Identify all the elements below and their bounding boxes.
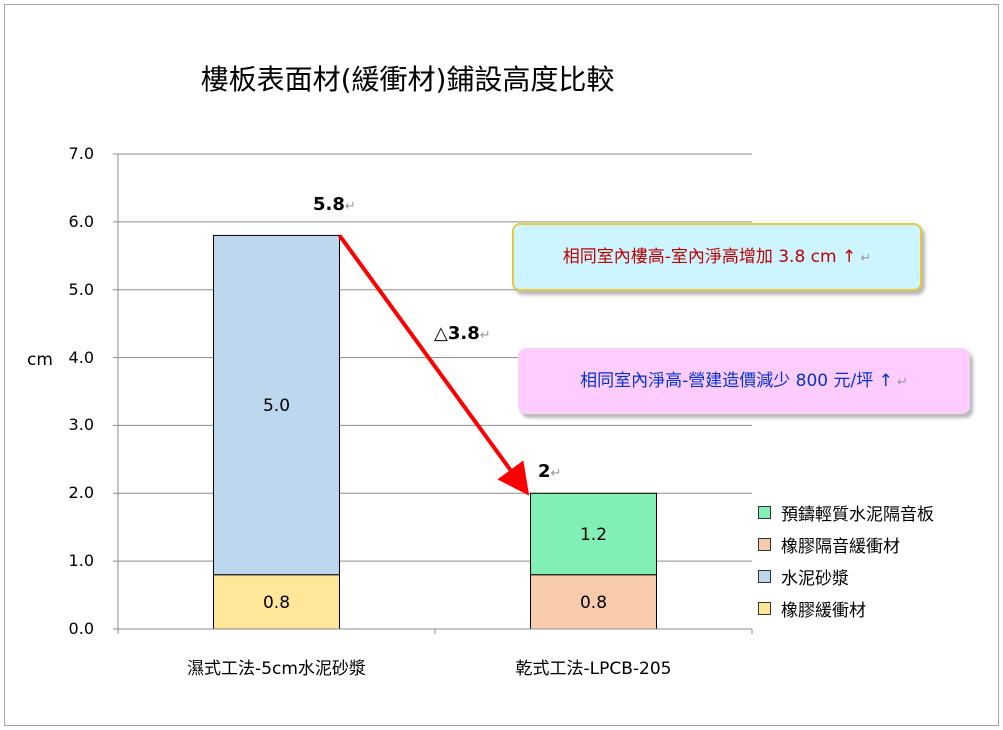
y-tick-label: 3.0 (68, 415, 94, 435)
bar-segment (530, 574, 657, 630)
bar-value-label: 5.0 (263, 396, 290, 416)
legend-label: 橡膠緩衝材 (781, 601, 866, 621)
legend-item: 橡膠隔音緩衝材 (758, 532, 998, 557)
legend-label: 水泥砂漿 (781, 569, 849, 589)
legend-swatch (758, 602, 771, 615)
legend-item: 水泥砂漿 (758, 564, 998, 589)
bar-value-label: 0.8 (580, 593, 607, 613)
legend-swatch (758, 538, 771, 551)
bar-segment (530, 492, 657, 576)
y-tick-label: 4.0 (68, 347, 94, 367)
legend-label: 預鑄輕質水泥隔音板 (781, 505, 934, 525)
legend-swatch (758, 506, 771, 519)
bar-value-label: 0.8 (263, 593, 290, 613)
y-axis-label: cm (27, 350, 53, 370)
difference-label: △3.8↵ (434, 323, 491, 344)
legend-label: 橡膠隔音緩衝材 (781, 537, 900, 557)
y-tick-label: 5.0 (68, 279, 94, 299)
legend-item: 橡膠緩衝材 (758, 596, 998, 621)
bar-segment (213, 234, 340, 576)
bar-value-label: 1.2 (580, 525, 607, 545)
chart-title: 樓板表面材(緩衝材)鋪設高度比較 (200, 63, 615, 96)
callout-height-increase: 相同室內樓高-室內淨高增加 3.8 cm ↑ ↵ (512, 223, 922, 291)
difference-arrow (337, 234, 530, 496)
y-tick-label: 6.0 (68, 211, 94, 231)
y-tick-label: 1.0 (68, 551, 94, 571)
bar-segment (213, 574, 340, 630)
y-tick-label: 7.0 (68, 144, 94, 163)
legend-item: 預鑄輕質水泥隔音板 (758, 500, 998, 525)
x-category-label: 乾式工法-LPCB-205 (515, 659, 672, 679)
y-tick-label: 0.0 (68, 619, 94, 638)
total-label-dry: 2↵ (538, 461, 562, 482)
x-category-label: 濕式工法-5cm水泥砂漿 (187, 659, 366, 679)
legend-swatch (758, 570, 771, 583)
callout-cost-decrease: 相同室內淨高-營建造價減少 800 元/坪 ↑ ↵ (518, 348, 970, 414)
y-tick-label: 2.0 (68, 483, 94, 503)
total-label-wet: 5.8↵ (313, 194, 356, 215)
